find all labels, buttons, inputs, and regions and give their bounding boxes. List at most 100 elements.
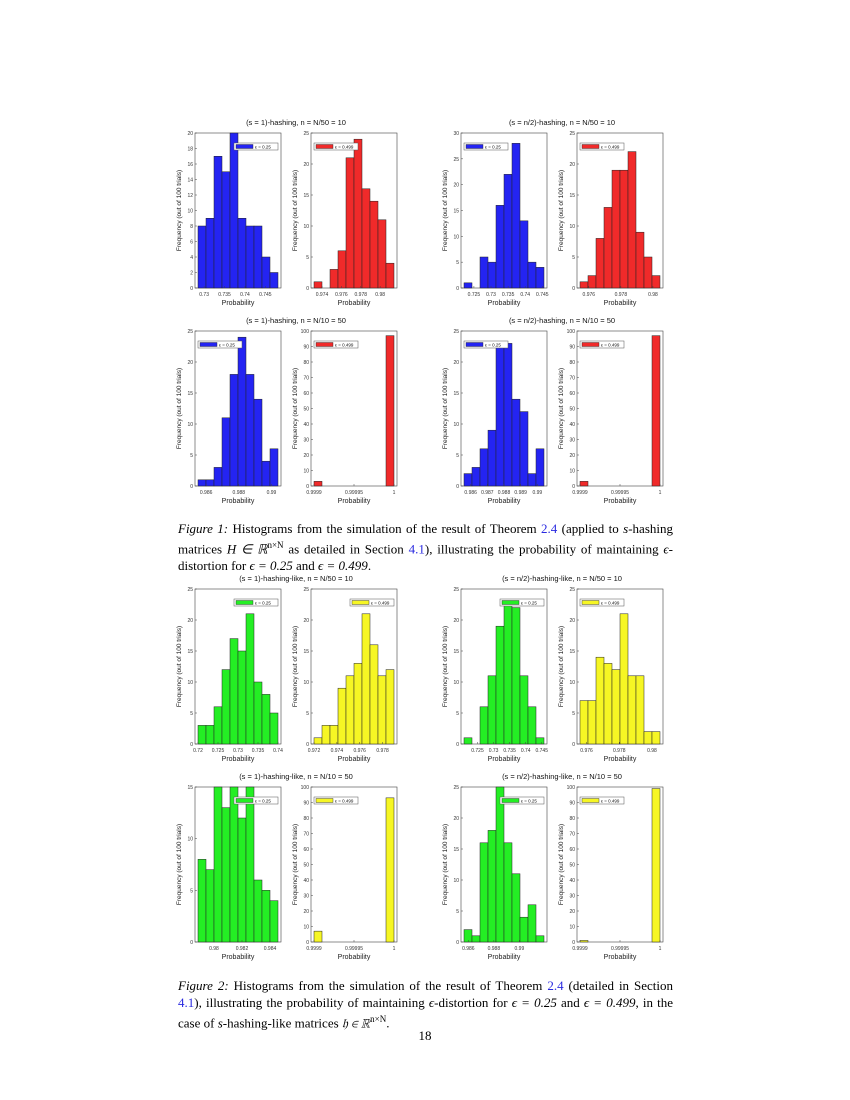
y-axis-label: Frequency (out of 100 trials) [176, 368, 183, 449]
cross-reference-link[interactable]: 2.4 [547, 978, 564, 993]
y-tick-label: 10 [453, 234, 459, 240]
cross-reference-link[interactable]: 4.1 [178, 995, 195, 1010]
cross-reference-link[interactable]: 4.1 [408, 541, 425, 557]
histogram-bar [237, 817, 247, 943]
y-tick-label: 80 [303, 360, 309, 366]
y-tick-label: 80 [569, 360, 575, 366]
x-tick-label: 0.73 [233, 748, 243, 754]
legend: ε = 0.25 [197, 340, 243, 349]
histogram-bar [479, 256, 489, 289]
legend-swatch [465, 342, 484, 347]
y-tick-label: 10 [569, 224, 575, 230]
histogram-bar [579, 481, 589, 487]
histogram-bar [619, 169, 629, 289]
y-axis-label: Frequency (out of 100 trials) [558, 368, 565, 449]
y-tick-label: 100 [567, 785, 576, 791]
legend: ε = 0.499 [579, 796, 625, 805]
x-tick-label: 0.99 [267, 490, 277, 496]
legend-swatch [315, 144, 334, 149]
caption-text: s [623, 521, 629, 536]
x-tick-label: 0.74 [521, 748, 531, 754]
y-axis-label: Frequency (out of 100 trials) [292, 170, 299, 251]
histogram-bar [519, 916, 529, 943]
histogram-bar [337, 250, 347, 289]
x-axis-label: Probability [222, 756, 255, 763]
y-tick-label: 0 [306, 484, 309, 490]
y-tick-label: 15 [453, 391, 459, 397]
y-axis-label: Frequency (out of 100 trials) [558, 170, 565, 251]
x-tick-label: 0.735 [502, 292, 515, 298]
histogram-bar [261, 460, 271, 487]
legend-box [499, 796, 545, 805]
histogram-bar [487, 261, 497, 289]
histogram-chart: 0 5 10 15 0.98 0.982 0.984 Probability Frequency… [176, 785, 282, 961]
legend-label: ε = 0.25 [219, 342, 235, 347]
caption-text: ϵ = 0.25 [511, 995, 557, 1010]
histogram-bar [495, 625, 505, 745]
caption-text: ϵ [428, 995, 435, 1010]
histogram-bar [611, 169, 621, 289]
histogram-bar [229, 638, 239, 745]
histogram-bar [213, 156, 223, 289]
histogram-chart: 0 10 20 30 40 50 60 70 80 90 100 0.9999 0.99995 1 Prob… [558, 329, 664, 505]
panel-title: (s = n/2)-hashing, n = N/50 = 10 [509, 118, 615, 127]
histogram-bar [221, 807, 231, 943]
legend-label: ε = 0.499 [601, 342, 620, 347]
histogram-bar [261, 890, 271, 943]
y-tick-label: 90 [569, 801, 575, 807]
caption-text: -hashing matrices [178, 521, 673, 557]
y-tick-label: 15 [453, 209, 459, 215]
x-tick-label: 0.978 [355, 292, 368, 298]
histogram-bar [503, 343, 513, 487]
caption-text: s [217, 1015, 223, 1031]
y-tick-label: 25 [303, 587, 309, 593]
panel-title: (s = 1)-hashing, n = N/50 = 10 [246, 118, 346, 127]
legend-label: ε = 0.499 [601, 144, 620, 149]
legend-swatch [501, 600, 520, 605]
y-tick-label: 6 [190, 240, 193, 246]
y-tick-label: 0 [190, 484, 193, 490]
legend-swatch [465, 144, 484, 149]
x-tick-label: 0.986 [462, 946, 475, 952]
legend-box [313, 796, 359, 805]
y-tick-label: 80 [303, 816, 309, 822]
histogram-bar [619, 613, 629, 745]
histogram-bar [535, 737, 545, 745]
legend-swatch [235, 144, 254, 149]
histogram-bar [463, 282, 473, 289]
histogram-bar [361, 613, 371, 745]
x-tick-label: 1 [393, 490, 396, 496]
histogram-bar [463, 929, 473, 943]
y-tick-label: 30 [569, 438, 575, 444]
histogram-bar [253, 681, 263, 745]
y-tick-label: 16 [187, 162, 193, 168]
caption-text: ), illustrating the probability of maint… [424, 541, 664, 557]
panel-title: (s = 1)-hashing, n = N/10 = 50 [246, 316, 346, 325]
legend: ε = 0.499 [313, 142, 359, 151]
y-tick-label: 0 [306, 286, 309, 292]
x-axis-label: Probability [338, 954, 371, 961]
y-tick-label: 40 [303, 422, 309, 428]
histogram-bar [313, 281, 323, 289]
histogram-bar [579, 700, 589, 745]
histogram-chart: 0 10 20 30 40 50 60 70 80 90 100 0.9999 0.99995 1 Prob… [558, 785, 664, 961]
histogram-bar [229, 374, 239, 487]
histogram-bar [635, 231, 645, 289]
histogram-bar [611, 669, 621, 745]
x-tick-label: 0.725 [468, 292, 481, 298]
y-tick-label: 10 [569, 469, 575, 475]
legend-box [463, 340, 509, 349]
histogram-bar [253, 225, 263, 289]
figure-label: Figure 1: [178, 521, 229, 536]
histogram-bar [229, 786, 239, 943]
cross-reference-link[interactable]: 2.4 [541, 521, 558, 536]
y-tick-label: 15 [303, 649, 309, 655]
y-axis-label: Frequency (out of 100 trials) [442, 368, 449, 449]
x-tick-label: 0.99995 [611, 946, 629, 952]
legend-box [579, 142, 625, 151]
histogram-bar [197, 725, 207, 745]
y-tick-label: 10 [453, 680, 459, 686]
y-axis-label: Frequency (out of 100 trials) [176, 824, 183, 905]
caption-text: n×N [370, 1014, 387, 1024]
y-tick-label: 25 [187, 587, 193, 593]
